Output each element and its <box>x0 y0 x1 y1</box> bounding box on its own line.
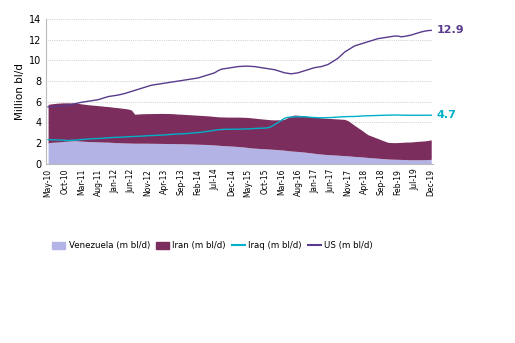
Text: 12.9: 12.9 <box>436 25 464 35</box>
Text: 4.7: 4.7 <box>436 110 456 120</box>
Y-axis label: Million bl/d: Million bl/d <box>15 63 25 120</box>
Legend: Venezuela (m bl/d), Iran (m bl/d), Iraq (m bl/d), US (m bl/d): Venezuela (m bl/d), Iran (m bl/d), Iraq … <box>49 238 376 253</box>
